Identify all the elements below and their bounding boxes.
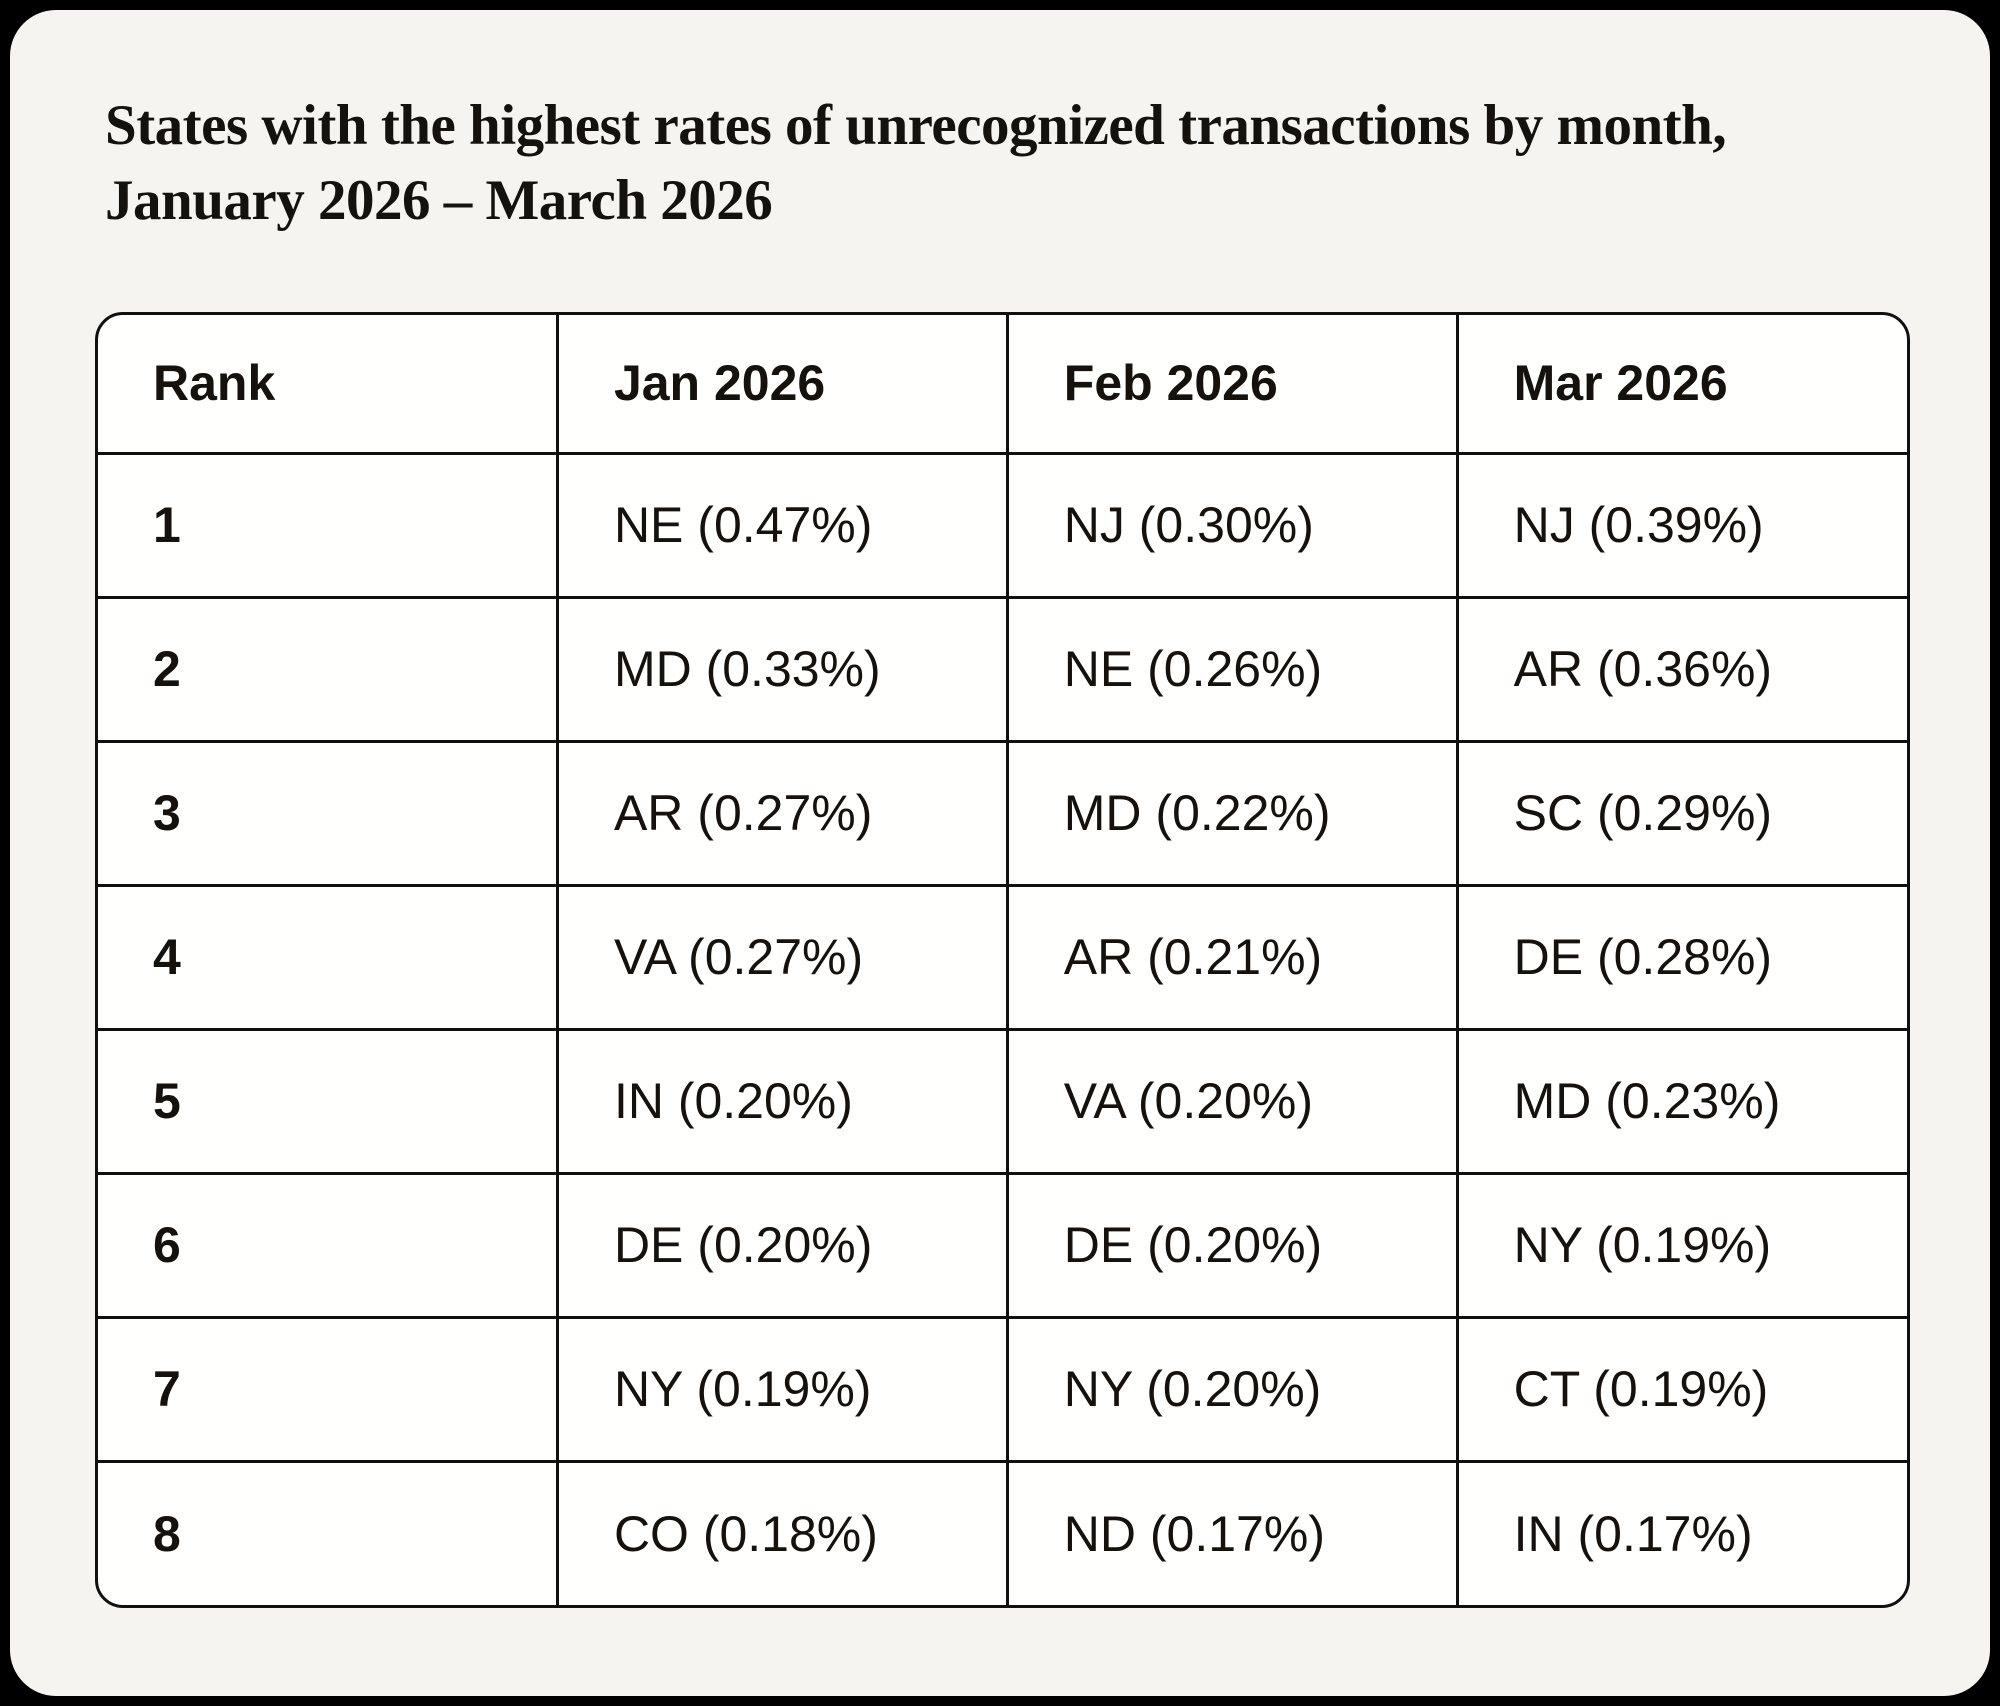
table-row: 2 MD (0.33%) NE (0.26%) AR (0.36%) xyxy=(98,595,1907,743)
jan-value-cell: VA (0.27%) xyxy=(555,883,1009,1031)
feb-value-cell: DE (0.20%) xyxy=(1005,1171,1459,1319)
column-header-jan-2026: Jan 2026 xyxy=(555,315,1009,455)
rank-cell: 8 xyxy=(98,1459,559,1605)
rank-cell: 7 xyxy=(98,1315,559,1463)
table-row: 7 NY (0.19%) NY (0.20%) CT (0.19%) xyxy=(98,1315,1907,1463)
table-row: 5 IN (0.20%) VA (0.20%) MD (0.23%) xyxy=(98,1027,1907,1175)
mar-value-cell: DE (0.28%) xyxy=(1455,883,1907,1031)
rank-cell: 2 xyxy=(98,595,559,743)
table-row: 3 AR (0.27%) MD (0.22%) SC (0.29%) xyxy=(98,739,1907,887)
mar-value-cell: NJ (0.39%) xyxy=(1455,451,1907,599)
rank-cell: 1 xyxy=(98,451,559,599)
jan-value-cell: MD (0.33%) xyxy=(555,595,1009,743)
column-header-feb-2026: Feb 2026 xyxy=(1005,315,1459,455)
rank-cell: 3 xyxy=(98,739,559,887)
feb-value-cell: AR (0.21%) xyxy=(1005,883,1459,1031)
feb-value-cell: ND (0.17%) xyxy=(1005,1459,1459,1605)
jan-value-cell: NE (0.47%) xyxy=(555,451,1009,599)
table-row: 6 DE (0.20%) DE (0.20%) NY (0.19%) xyxy=(98,1171,1907,1319)
page-title: States with the highest rates of unrecog… xyxy=(105,94,1727,232)
feb-value-cell: MD (0.22%) xyxy=(1005,739,1459,887)
feb-value-cell: NJ (0.30%) xyxy=(1005,451,1459,599)
column-header-mar-2026: Mar 2026 xyxy=(1455,315,1907,455)
rankings-table: Rank Jan 2026 Feb 2026 Mar 2026 1 NE (0.… xyxy=(95,312,1910,1608)
header-row: Rank Jan 2026 Feb 2026 Mar 2026 xyxy=(98,315,1907,455)
rank-cell: 4 xyxy=(98,883,559,1031)
feb-value-cell: NY (0.20%) xyxy=(1005,1315,1459,1463)
jan-value-cell: CO (0.18%) xyxy=(555,1459,1009,1605)
jan-value-cell: AR (0.27%) xyxy=(555,739,1009,887)
table-row: 4 VA (0.27%) AR (0.21%) DE (0.28%) xyxy=(98,883,1907,1031)
mar-value-cell: SC (0.29%) xyxy=(1455,739,1907,887)
table-row: 1 NE (0.47%) NJ (0.30%) NJ (0.39%) xyxy=(98,451,1907,599)
jan-value-cell: IN (0.20%) xyxy=(555,1027,1009,1175)
mar-value-cell: MD (0.23%) xyxy=(1455,1027,1907,1175)
jan-value-cell: DE (0.20%) xyxy=(555,1171,1009,1319)
feb-value-cell: VA (0.20%) xyxy=(1005,1027,1459,1175)
mar-value-cell: IN (0.17%) xyxy=(1455,1459,1907,1605)
content-card: States with the highest rates of unrecog… xyxy=(10,10,1990,1696)
rank-cell: 5 xyxy=(98,1027,559,1175)
table-row: 8 CO (0.18%) ND (0.17%) IN (0.17%) xyxy=(98,1459,1907,1605)
mar-value-cell: CT (0.19%) xyxy=(1455,1315,1907,1463)
feb-value-cell: NE (0.26%) xyxy=(1005,595,1459,743)
mar-value-cell: AR (0.36%) xyxy=(1455,595,1907,743)
column-header-rank: Rank xyxy=(98,315,559,455)
mar-value-cell: NY (0.19%) xyxy=(1455,1171,1907,1319)
jan-value-cell: NY (0.19%) xyxy=(555,1315,1009,1463)
rankings-table-grid: Rank Jan 2026 Feb 2026 Mar 2026 1 NE (0.… xyxy=(98,315,1907,1605)
rank-cell: 6 xyxy=(98,1171,559,1319)
